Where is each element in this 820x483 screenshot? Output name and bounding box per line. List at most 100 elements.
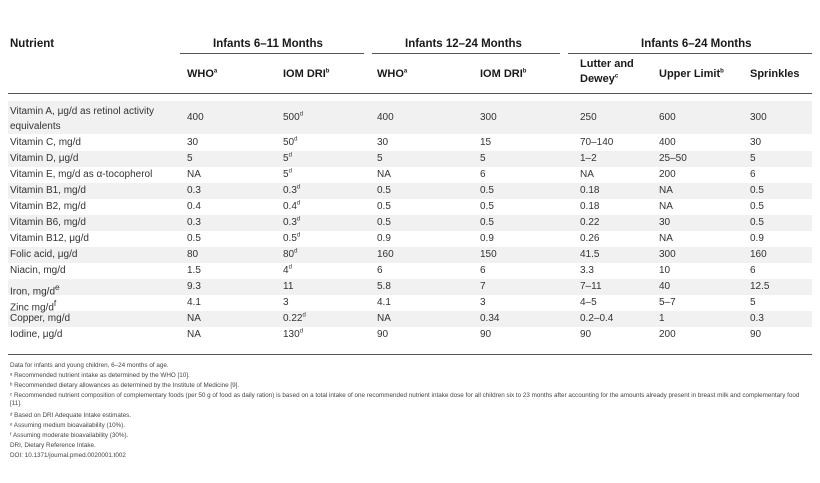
cell-value: 500 xyxy=(283,112,300,123)
subcolumn-header: WHOa xyxy=(187,68,217,80)
subcolumn-header-text: WHO xyxy=(187,68,214,80)
table-cell: 90 xyxy=(580,329,591,341)
cell-value: NA xyxy=(187,313,201,324)
nutrient-name-text: Vitamin B12, μg/d xyxy=(10,233,89,244)
cell-value: 6 xyxy=(377,265,383,276)
cell-value: 300 xyxy=(659,249,676,260)
cell-value: 6 xyxy=(480,169,486,180)
cell-value: 300 xyxy=(480,112,497,123)
cell-value: 4.1 xyxy=(377,297,391,308)
footnote: DOI: 10.1371/journal.pmed.0020001.t002 xyxy=(10,452,126,459)
cell-value: 0.26 xyxy=(580,233,600,244)
table-cell: NA xyxy=(580,169,594,181)
table-cell: 0.5 xyxy=(480,217,494,229)
cell-value: 5 xyxy=(377,153,383,164)
table-cell: 160 xyxy=(377,249,394,261)
table-cell: 0.5 xyxy=(750,201,764,213)
row-band xyxy=(8,101,812,134)
footnote-marker: d xyxy=(302,312,306,319)
cell-value: 0.5 xyxy=(480,185,494,196)
cell-value: 0.5 xyxy=(750,217,764,228)
table-cell: NA xyxy=(659,233,673,245)
table-cell: 5 xyxy=(187,153,193,165)
cell-value: 200 xyxy=(659,169,676,180)
table-cell: 12.5 xyxy=(750,281,769,293)
table-cell: 4.1 xyxy=(377,297,391,309)
cell-value: 11 xyxy=(283,281,294,292)
table-cell: 150 xyxy=(480,249,497,261)
table-cell: 0.22 xyxy=(580,217,599,229)
table-cell: NA xyxy=(187,329,201,341)
table-cell: 0.34 xyxy=(480,313,499,325)
cell-value: 30 xyxy=(187,137,199,148)
nutrient-name: Vitamin B12, μg/d xyxy=(10,233,89,245)
cell-value: 5 xyxy=(750,153,756,164)
cell-value: 300 xyxy=(750,112,767,123)
footnote-marker: b xyxy=(522,68,527,75)
table-cell: 0.5 xyxy=(377,185,391,197)
footnote-marker: d xyxy=(296,216,301,223)
footnote-marker: d xyxy=(299,111,304,118)
footnote-marker: d xyxy=(288,264,292,271)
group-header-infants-12-24: Infants 12–24 Months xyxy=(405,38,522,50)
table-cell: NA xyxy=(377,169,391,181)
table-cell: 400 xyxy=(659,137,676,149)
table-cell: 0.5 xyxy=(750,185,764,197)
header-bottom-rule xyxy=(8,93,812,94)
cell-value: NA xyxy=(377,169,391,180)
table-cell: 41.5 xyxy=(580,249,599,261)
table-cell: 80d xyxy=(283,249,297,261)
cell-value: NA xyxy=(377,313,391,324)
cell-value: 4.1 xyxy=(187,297,201,308)
nutrient-name-text: Vitamin A, μg/d as retinol activity equi… xyxy=(10,106,154,132)
table-cell: 15 xyxy=(480,137,491,149)
table-cell: 300 xyxy=(659,249,676,261)
nutrient-name: Vitamin B1, mg/d xyxy=(10,185,86,197)
table-cell: 50d xyxy=(283,137,297,149)
nutrient-name-text: Iodine, μg/d xyxy=(10,329,63,340)
subcolumn-header-line: Lutter and xyxy=(580,58,634,70)
cell-value: NA xyxy=(659,201,673,212)
cell-value: 5 xyxy=(283,169,289,180)
table-cell: 5 xyxy=(377,153,383,165)
nutrient-name: Vitamin A, μg/d as retinol activity equi… xyxy=(10,104,178,134)
cell-value: 7–11 xyxy=(580,281,602,292)
table-cell: 0.5 xyxy=(187,233,201,245)
table-cell: 0.5d xyxy=(283,233,300,245)
footnote-marker: d xyxy=(288,152,292,159)
cell-value: 6 xyxy=(480,265,486,276)
cell-value: 0.5 xyxy=(750,201,764,212)
cell-value: 0.9 xyxy=(480,233,494,244)
table-cell: 10 xyxy=(659,265,670,277)
cell-value: 1 xyxy=(659,313,665,324)
cell-value: NA xyxy=(187,329,201,340)
cell-value: 1.5 xyxy=(187,265,201,276)
cell-value: 12.5 xyxy=(750,281,770,292)
table-cell: 3.3 xyxy=(580,265,594,277)
nutrient-name: Vitamin B6, mg/d xyxy=(10,217,86,229)
nutrient-name-text: Zinc mg/d xyxy=(10,302,54,314)
table-cell: 0.5 xyxy=(377,201,391,213)
table-cell: 500d xyxy=(283,112,303,124)
nutrient-name: Niacin, mg/d xyxy=(10,265,66,277)
cell-value: 0.22 xyxy=(283,313,303,324)
footnote-marker: d xyxy=(296,232,301,239)
table-cell: 7–11 xyxy=(580,281,602,293)
subcolumn-header: IOM DRIb xyxy=(283,68,329,80)
cell-value: 0.3 xyxy=(283,185,297,196)
table-cell: NA xyxy=(187,313,201,325)
cell-value: 0.5 xyxy=(750,185,764,196)
table-bottom-rule xyxy=(8,354,812,355)
cell-value: 0.3 xyxy=(187,185,201,196)
cell-value: 3 xyxy=(283,297,289,308)
table-cell: 90 xyxy=(750,329,761,341)
table-cell: 90 xyxy=(480,329,491,341)
subcolumn-header-text: Upper Limit xyxy=(659,68,721,80)
table-cell: 0.9 xyxy=(480,233,494,245)
cell-value: 30 xyxy=(659,217,671,228)
table-cell: 6 xyxy=(750,169,756,181)
table-cell: 30 xyxy=(187,137,198,149)
cell-value: 0.3 xyxy=(187,217,201,228)
table-cell: 9.3 xyxy=(187,281,201,293)
group-header-infants-6-24: Infants 6–24 Months xyxy=(641,38,752,50)
